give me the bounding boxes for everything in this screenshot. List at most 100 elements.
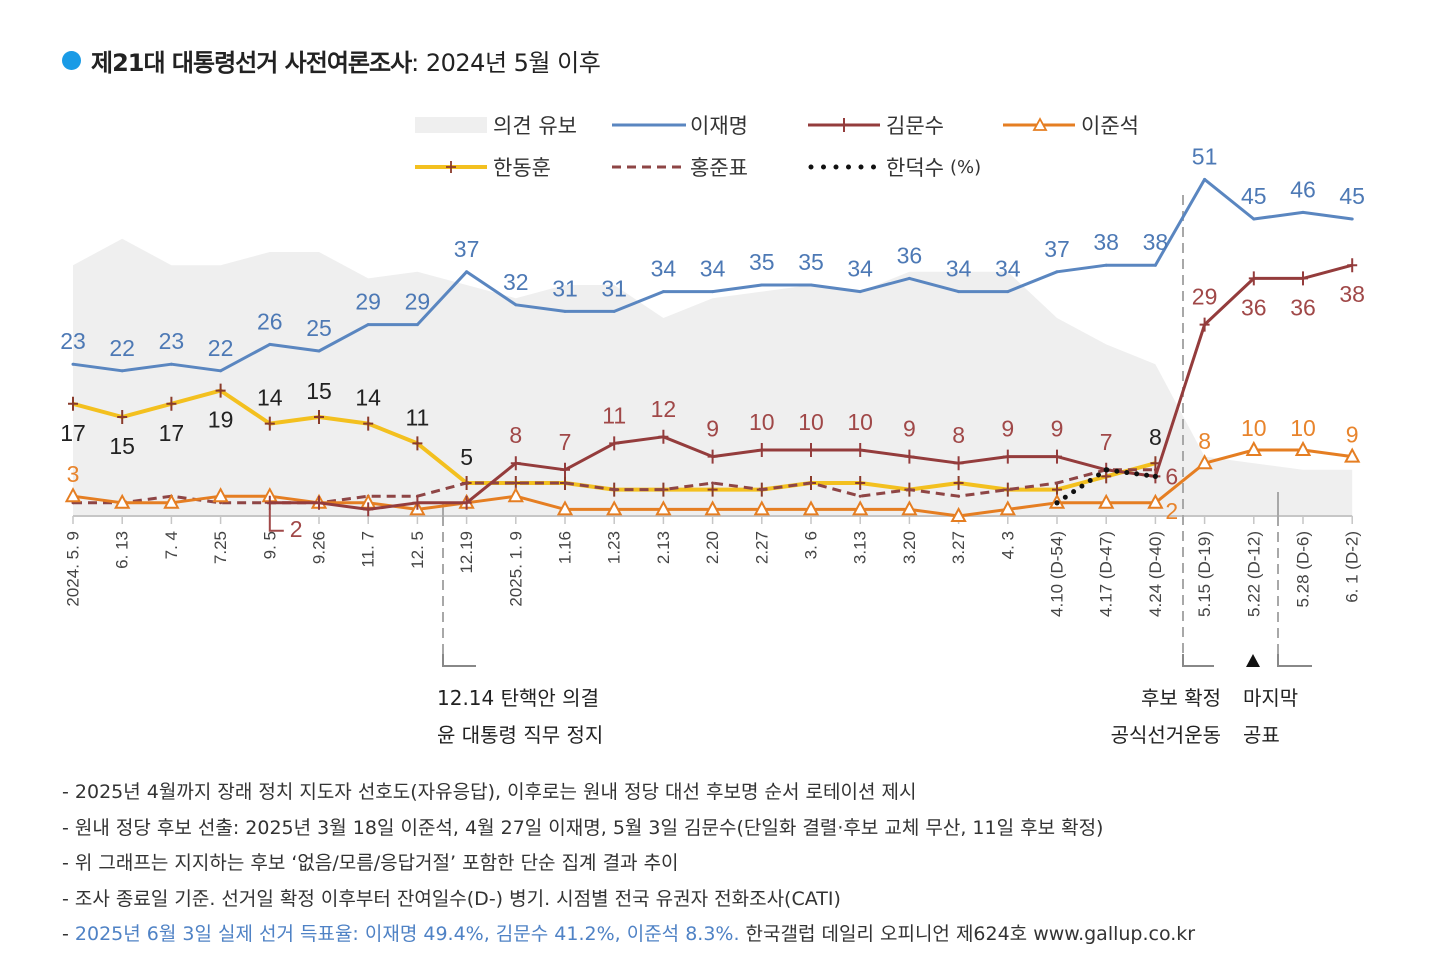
x-tick-label: 3.20	[900, 531, 919, 564]
x-tick-label: 7. 4	[162, 531, 181, 559]
x-tick-label: 11. 7	[359, 531, 378, 568]
data-point-lee-jae-myung	[1006, 290, 1009, 293]
data-label-kim-moon-soo: 36	[1290, 294, 1316, 320]
footnote: - 원내 정당 후보 선출: 2025년 3월 18일 이준석, 4월 27일 …	[62, 811, 1422, 847]
data-point-lee-jae-myung	[1252, 218, 1255, 221]
data-point-han-duck-soo	[1104, 467, 1109, 472]
data-point-hong-joon-pyo	[465, 482, 468, 485]
data-label-lee-jae-myung: 26	[257, 308, 283, 334]
data-label-lee-jun-seok: 10	[1290, 415, 1316, 441]
data-label-lee-jae-myung: 23	[60, 328, 86, 354]
data-label-lee-jae-myung: 51	[1192, 143, 1218, 169]
annotation-last-release-line1: 마지막	[1243, 685, 1298, 711]
x-tick-label: 3.27	[949, 531, 968, 564]
x-tick-label: 2024. 5. 9	[64, 531, 83, 607]
data-point-hong-joon-pyo	[564, 482, 567, 485]
data-point-hong-joon-pyo	[760, 488, 763, 491]
data-label-lee-jae-myung: 38	[1093, 229, 1119, 255]
data-point-hong-joon-pyo	[662, 488, 665, 491]
data-label-lee-jun-seok: 9	[1346, 422, 1359, 448]
x-tick-label: 1.23	[605, 531, 624, 564]
data-point-lee-jae-myung	[1105, 264, 1108, 267]
election-result-highlight: 2025년 6월 3일 실제 선거 득표율: 이재명 49.4%, 김문수 41…	[75, 923, 740, 945]
data-point-hong-joon-pyo	[1006, 488, 1009, 491]
data-point-lee-jae-myung	[416, 323, 419, 326]
data-label-lee-jae-myung: 46	[1290, 176, 1316, 202]
data-label-han-dong-hoon: 14	[257, 385, 283, 411]
data-point-hong-joon-pyo	[1056, 482, 1059, 485]
x-tick-label: 3. 6	[802, 531, 821, 559]
data-point-lee-jae-myung	[957, 290, 960, 293]
data-point-kim-moon-soo	[1347, 258, 1357, 272]
data-label-lee-jae-myung: 34	[700, 256, 726, 282]
data-point-lee-jae-myung	[268, 343, 271, 346]
annotation-impeachment-line1: 12.14 탄핵안 의결	[437, 685, 599, 711]
separator-impeachment-bracket	[443, 654, 476, 666]
data-label-lee-jae-myung: 31	[552, 275, 578, 301]
x-tick-label: 6. 13	[113, 531, 132, 569]
x-tick-label: 4.24 (D-40)	[1146, 531, 1165, 617]
data-label-kim-moon-soo: 2	[290, 516, 303, 542]
x-axis: 2024. 5. 9 6. 13 7. 4 7.25 9. 5 9.26 11. 7 12. …	[64, 516, 1362, 617]
x-tick-label: 2.27	[752, 531, 771, 564]
data-point-hong-joon-pyo	[711, 482, 714, 485]
annotation-campaign-line2: 공식선거운동	[1111, 722, 1221, 748]
x-tick-label: 9. 5	[260, 531, 279, 559]
data-point-lee-jae-myung	[1203, 178, 1206, 181]
data-point-han-duck-soo	[1153, 474, 1158, 479]
data-point-lee-jae-myung	[613, 310, 616, 313]
data-label-kim-moon-soo: 11	[602, 402, 626, 428]
data-label-lee-jae-myung: 29	[405, 289, 431, 315]
data-label-lee-jae-myung: 22	[109, 335, 135, 361]
footnotes: - 2025년 4월까지 장래 정치 지도자 선호도(자유응답), 이후로는 원…	[62, 775, 1422, 953]
data-label-kim-moon-soo: 7	[559, 429, 572, 455]
x-tick-label: 1.16	[556, 531, 575, 564]
data-point-han-duck-soo	[1054, 500, 1059, 505]
data-label-kim-moon-soo: 7	[1100, 429, 1113, 455]
data-point-lee-jae-myung	[514, 303, 517, 306]
data-label-kim-moon-soo: 10	[749, 409, 775, 435]
data-label-lee-jae-myung: 38	[1143, 229, 1169, 255]
separator-last-release-bracket	[1278, 654, 1312, 666]
data-label-lee-jun-seok: 8	[1198, 428, 1211, 454]
data-label-kim-moon-soo: 9	[706, 416, 719, 442]
data-point-lee-jae-myung	[564, 310, 567, 313]
data-label-lee-jae-myung: 32	[503, 269, 529, 295]
x-tick-label: 4.17 (D-47)	[1097, 531, 1116, 617]
data-label-lee-jae-myung: 37	[454, 236, 480, 262]
data-point-lee-jae-myung	[1056, 270, 1059, 273]
data-point-lee-jae-myung	[760, 284, 763, 287]
data-label-kim-moon-soo: 6	[1165, 463, 1178, 489]
data-point-hong-joon-pyo	[908, 488, 911, 491]
data-point-lee-jae-myung	[121, 369, 124, 372]
data-label-lee-jun-seok: 2	[1165, 498, 1178, 524]
data-point-lee-jae-myung	[72, 363, 75, 366]
data-label-kim-moon-soo: 9	[1051, 416, 1064, 442]
data-point-lee-jae-myung	[170, 363, 173, 366]
separator-campaign-bracket	[1183, 654, 1214, 666]
annotation-campaign-line1: 후보 확정	[1141, 685, 1221, 711]
data-point-lee-jae-myung	[1351, 218, 1354, 221]
data-point-kim-moon-soo	[1298, 271, 1308, 285]
x-tick-label: 2025. 1. 9	[506, 531, 525, 607]
data-label-lee-jae-myung: 35	[749, 249, 775, 275]
x-tick-label: 5.15 (D-19)	[1195, 531, 1214, 617]
x-tick-label: 12. 5	[408, 531, 427, 569]
x-tick-label: 5.28 (D-6)	[1294, 531, 1313, 608]
footnote: - 위 그래프는 지지하는 후보 ‘없음/모름/응답거절’ 포함한 단순 집계 …	[62, 846, 1422, 882]
data-label-han-dong-hoon: 14	[355, 385, 381, 411]
data-label-lee-jae-myung: 37	[1044, 236, 1070, 262]
data-label-lee-jae-myung: 34	[995, 256, 1021, 282]
x-tick-label: 2.13	[654, 531, 673, 564]
footnote: - 조사 종료일 기준. 선거일 확정 이후부터 잔여일수(D-) 병기. 시점…	[62, 882, 1422, 918]
x-tick-label: 7.25	[211, 531, 230, 564]
data-point-lee-jae-myung	[318, 350, 321, 353]
data-label-lee-jae-myung: 29	[355, 289, 381, 315]
data-label-lee-jae-myung: 34	[946, 256, 972, 282]
data-point-lee-jae-myung	[908, 277, 911, 280]
x-tick-label: 5.22 (D-12)	[1244, 531, 1263, 617]
source-credit: 한국갤럽 데일리 오피니언 제624호 www.gallup.co.kr	[740, 923, 1196, 945]
data-label-kim-moon-soo: 36	[1241, 294, 1267, 320]
data-point-hong-joon-pyo	[957, 495, 960, 498]
data-label-kim-moon-soo: 9	[1001, 416, 1014, 442]
